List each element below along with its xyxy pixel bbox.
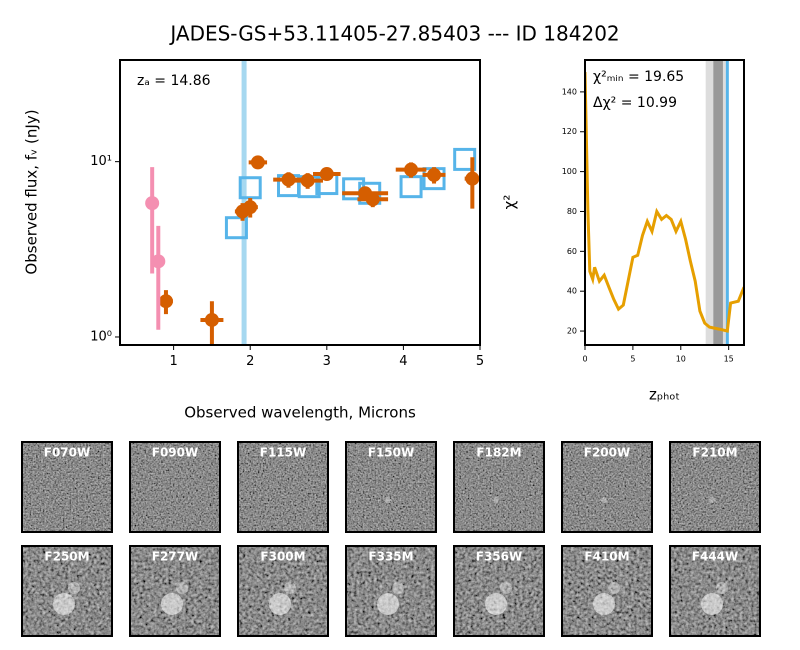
y-tick-label: 140	[562, 87, 577, 96]
stamp-label: F356W	[476, 550, 522, 564]
flux-point	[319, 167, 334, 182]
x-tick-label: 15	[724, 355, 734, 364]
x-axis-label: zₚₕₒₜ	[649, 386, 680, 404]
flux-point	[158, 294, 173, 309]
flux-point	[151, 254, 166, 269]
model-flux	[224, 216, 248, 240]
flux-point	[243, 200, 258, 215]
stamp	[130, 442, 220, 532]
y-tick-label: 10¹	[90, 154, 112, 169]
flux-point	[250, 155, 265, 170]
x-tick-label: 4	[399, 354, 407, 369]
flux-point	[145, 196, 160, 211]
x-tick-label: 0	[582, 355, 587, 364]
axes-frame	[119, 59, 481, 346]
stamp-label: F070W	[44, 446, 90, 460]
stamp-frame	[669, 441, 761, 533]
x-tick-label: 2	[246, 354, 254, 369]
model-flux	[238, 176, 262, 200]
chi2-curve	[585, 71, 744, 333]
y-axis-label: χ²	[501, 195, 519, 210]
stamp	[346, 442, 436, 532]
stamp-label: F150W	[368, 446, 414, 460]
annotation: zₐ = 14.86	[137, 73, 211, 89]
stamp	[454, 442, 544, 532]
annotation: χ²ₘᵢₙ = 19.65	[593, 69, 684, 85]
y-tick-label: 10⁰	[90, 329, 112, 344]
flux-point	[404, 162, 419, 177]
stamp	[670, 442, 760, 532]
stamp	[454, 546, 544, 636]
stamp-frame	[129, 441, 221, 533]
stamp-label: F410M	[584, 550, 629, 564]
stamp-label: F200W	[584, 446, 630, 460]
x-tick-label: 3	[323, 354, 331, 369]
stamp-label: F090W	[152, 446, 198, 460]
stamp-frame	[561, 545, 653, 637]
stamp-frame	[21, 441, 113, 533]
annotation: Δχ² = 10.99	[593, 95, 677, 111]
x-axis-label: Observed wavelength, Microns	[184, 404, 416, 422]
stamp	[562, 546, 652, 636]
band	[713, 60, 723, 345]
x-tick-label: 1	[169, 354, 177, 369]
model-flux	[399, 175, 423, 199]
stamp-label: F277W	[152, 550, 198, 564]
model-flux	[453, 147, 477, 171]
stamp	[670, 546, 760, 636]
y-axis-label: Observed flux, fᵥ (nJy)	[23, 109, 41, 274]
stamp	[346, 546, 436, 636]
stamp-label: F444W	[692, 550, 738, 564]
stamp-label: F335M	[368, 550, 413, 564]
flux-point	[281, 172, 296, 187]
x-tick-label: 5	[476, 354, 484, 369]
y-tick-label: 60	[567, 247, 577, 256]
y-tick-label: 40	[567, 287, 577, 296]
stamp	[238, 546, 328, 636]
x-tick-label: 10	[676, 355, 686, 364]
y-tick-label: 100	[562, 167, 577, 176]
stamp-frame	[561, 441, 653, 533]
plot-area	[585, 60, 744, 345]
stamp-label: F250M	[44, 550, 89, 564]
stamp-label: F210M	[692, 446, 737, 460]
stamp-frame	[345, 545, 437, 637]
stamp-label: F182M	[476, 446, 521, 460]
flux-point	[204, 312, 219, 327]
stamp-frame	[21, 545, 113, 637]
flux-point	[465, 171, 480, 186]
stamp-frame	[453, 545, 545, 637]
axes-frame	[584, 59, 745, 346]
flux-point	[300, 173, 315, 188]
stamp-frame	[129, 545, 221, 637]
stamp	[238, 442, 328, 532]
stamp-frame	[237, 441, 329, 533]
stamp	[22, 546, 112, 636]
plot-area	[145, 60, 480, 345]
figure-title: JADES-GS+53.11405-27.85403 --- ID 184202	[168, 22, 619, 46]
stamp	[130, 546, 220, 636]
stamp-label: F300M	[260, 550, 305, 564]
stamp	[562, 442, 652, 532]
stamp-frame	[345, 441, 437, 533]
flux-point	[427, 167, 442, 182]
stamp-label: F115W	[260, 446, 306, 460]
stamp	[22, 442, 112, 532]
stamp-frame	[669, 545, 761, 637]
y-tick-label: 80	[567, 207, 577, 216]
y-tick-label: 20	[567, 327, 577, 336]
stamp-frame	[237, 545, 329, 637]
flux-point	[365, 192, 380, 207]
x-tick-label: 5	[630, 355, 635, 364]
y-tick-label: 120	[562, 127, 577, 136]
stamp-frame	[453, 441, 545, 533]
